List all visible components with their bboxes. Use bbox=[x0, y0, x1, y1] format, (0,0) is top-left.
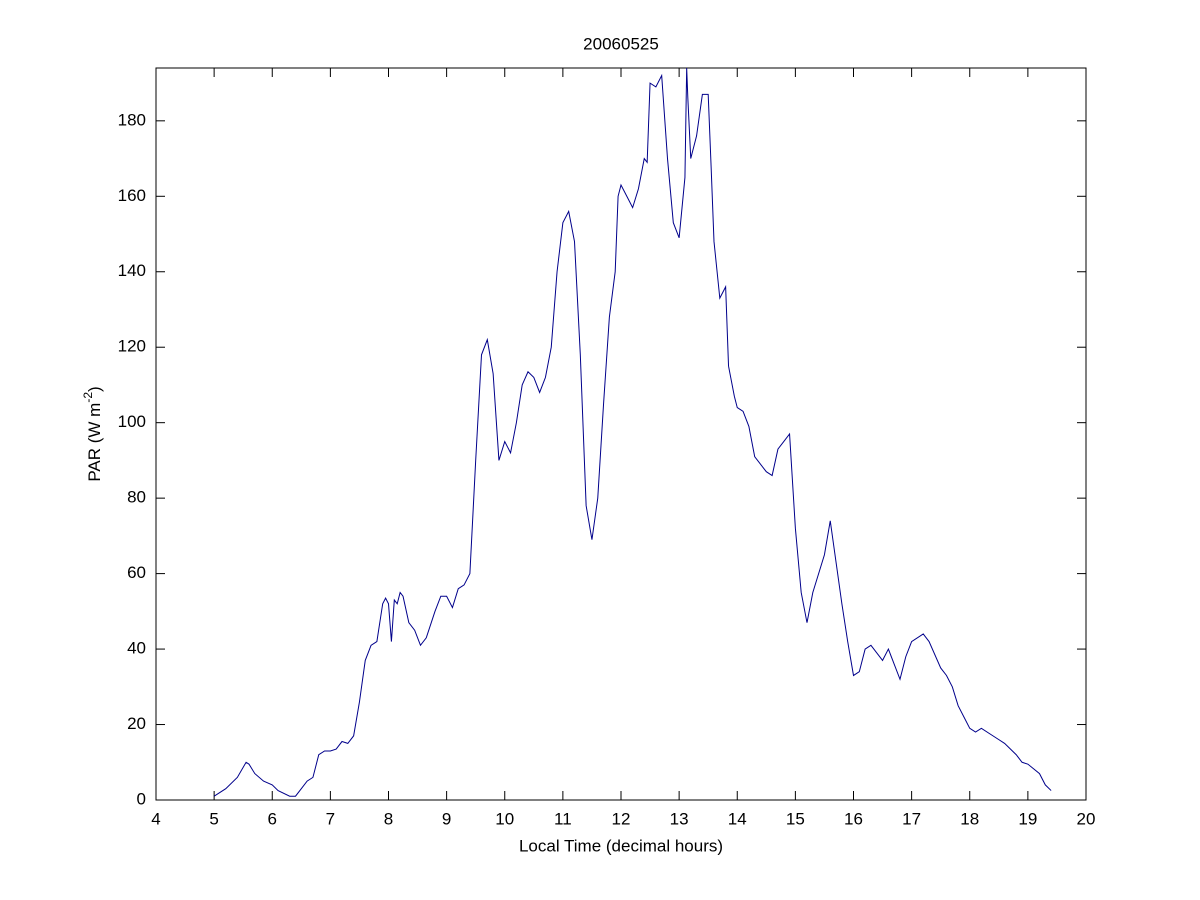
x-tick-label: 7 bbox=[326, 809, 335, 828]
x-tick-label: 10 bbox=[495, 809, 514, 828]
y-tick-label: 180 bbox=[118, 110, 146, 129]
x-tick-label: 15 bbox=[786, 809, 805, 828]
x-tick-label: 11 bbox=[554, 809, 572, 828]
x-tick-label: 14 bbox=[728, 809, 747, 828]
x-tick-label: 12 bbox=[612, 809, 631, 828]
y-tick-label: 140 bbox=[118, 261, 146, 280]
data-line bbox=[213, 67, 1052, 797]
y-tick-label: 100 bbox=[118, 412, 146, 431]
x-tick-label: 20 bbox=[1077, 809, 1096, 828]
y-tick-label: 80 bbox=[127, 488, 146, 507]
x-tick-label: 19 bbox=[1018, 809, 1037, 828]
x-tick-label: 9 bbox=[442, 809, 451, 828]
y-tick-label: 120 bbox=[118, 337, 146, 356]
y-tick-label: 160 bbox=[118, 186, 146, 205]
x-tick-label: 13 bbox=[670, 809, 689, 828]
y-tick-label: 40 bbox=[127, 639, 146, 658]
x-tick-label: 17 bbox=[902, 809, 921, 828]
x-tick-label: 18 bbox=[960, 809, 979, 828]
x-tick-label: 16 bbox=[844, 809, 863, 828]
y-tick-label: 0 bbox=[137, 789, 146, 808]
y-tick-label: 60 bbox=[127, 563, 146, 582]
x-tick-label: 5 bbox=[209, 809, 218, 828]
x-tick-label: 4 bbox=[151, 809, 160, 828]
x-tick-label: 6 bbox=[268, 809, 277, 828]
y-axis-label-end: ) bbox=[85, 386, 104, 392]
y-axis-label-sup: -2 bbox=[81, 392, 95, 403]
y-axis-label-text: PAR (W m bbox=[85, 403, 104, 482]
y-tick-label: 20 bbox=[127, 714, 146, 733]
x-tick-label: 8 bbox=[384, 809, 393, 828]
chart-title: 20060525 bbox=[583, 34, 659, 53]
x-axis-label: Local Time (decimal hours) bbox=[519, 836, 723, 855]
y-axis-label: PAR (W m-2) bbox=[81, 386, 104, 481]
